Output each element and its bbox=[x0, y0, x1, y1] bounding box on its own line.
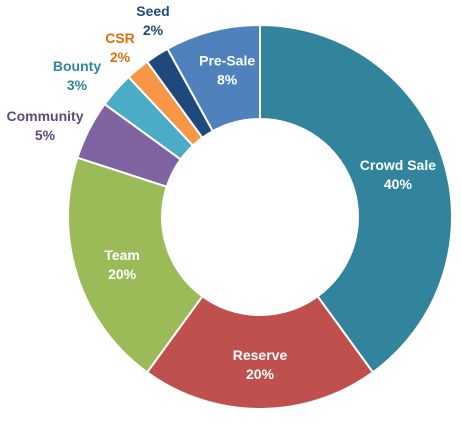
label-name-csr: CSR bbox=[105, 30, 135, 46]
label-value-team: 20% bbox=[108, 266, 137, 282]
donut-labels: Crowd Sale 40% Reserve 20% Team 20% Community 5… bbox=[7, 3, 437, 382]
label-name-bounty: Bounty bbox=[53, 58, 101, 74]
label-seed: Seed 2% bbox=[136, 3, 169, 38]
label-csr: CSR 2% bbox=[105, 30, 135, 65]
donut-slices bbox=[67, 23, 453, 410]
label-name-team: Team bbox=[104, 247, 140, 263]
label-reserve: Reserve 20% bbox=[233, 347, 288, 382]
label-bounty: Bounty 3% bbox=[53, 58, 101, 93]
slice-pre-sale bbox=[166, 23, 261, 133]
slice-reserve bbox=[145, 294, 375, 410]
label-team: Team 20% bbox=[104, 247, 140, 282]
label-name-community: Community bbox=[7, 108, 84, 124]
label-community: Community 5% bbox=[7, 108, 84, 143]
label-crowd-sale: Crowd Sale 40% bbox=[360, 157, 436, 192]
label-name-reserve: Reserve bbox=[233, 347, 288, 363]
label-value-reserve: 20% bbox=[246, 366, 275, 382]
label-value-csr: 2% bbox=[110, 49, 131, 65]
label-value-pre-sale: 8% bbox=[217, 72, 238, 88]
label-value-bounty: 3% bbox=[67, 77, 88, 93]
label-value-crowd-sale: 40% bbox=[384, 176, 413, 192]
slice-crowd-sale bbox=[259, 23, 453, 374]
label-value-seed: 2% bbox=[143, 22, 164, 38]
label-pre-sale: Pre-Sale 8% bbox=[199, 53, 255, 88]
label-name-pre-sale: Pre-Sale bbox=[199, 53, 255, 69]
label-name-crowd-sale: Crowd Sale bbox=[360, 157, 436, 173]
label-value-community: 5% bbox=[35, 127, 56, 143]
slice-team bbox=[67, 156, 204, 374]
label-name-seed: Seed bbox=[136, 3, 169, 19]
